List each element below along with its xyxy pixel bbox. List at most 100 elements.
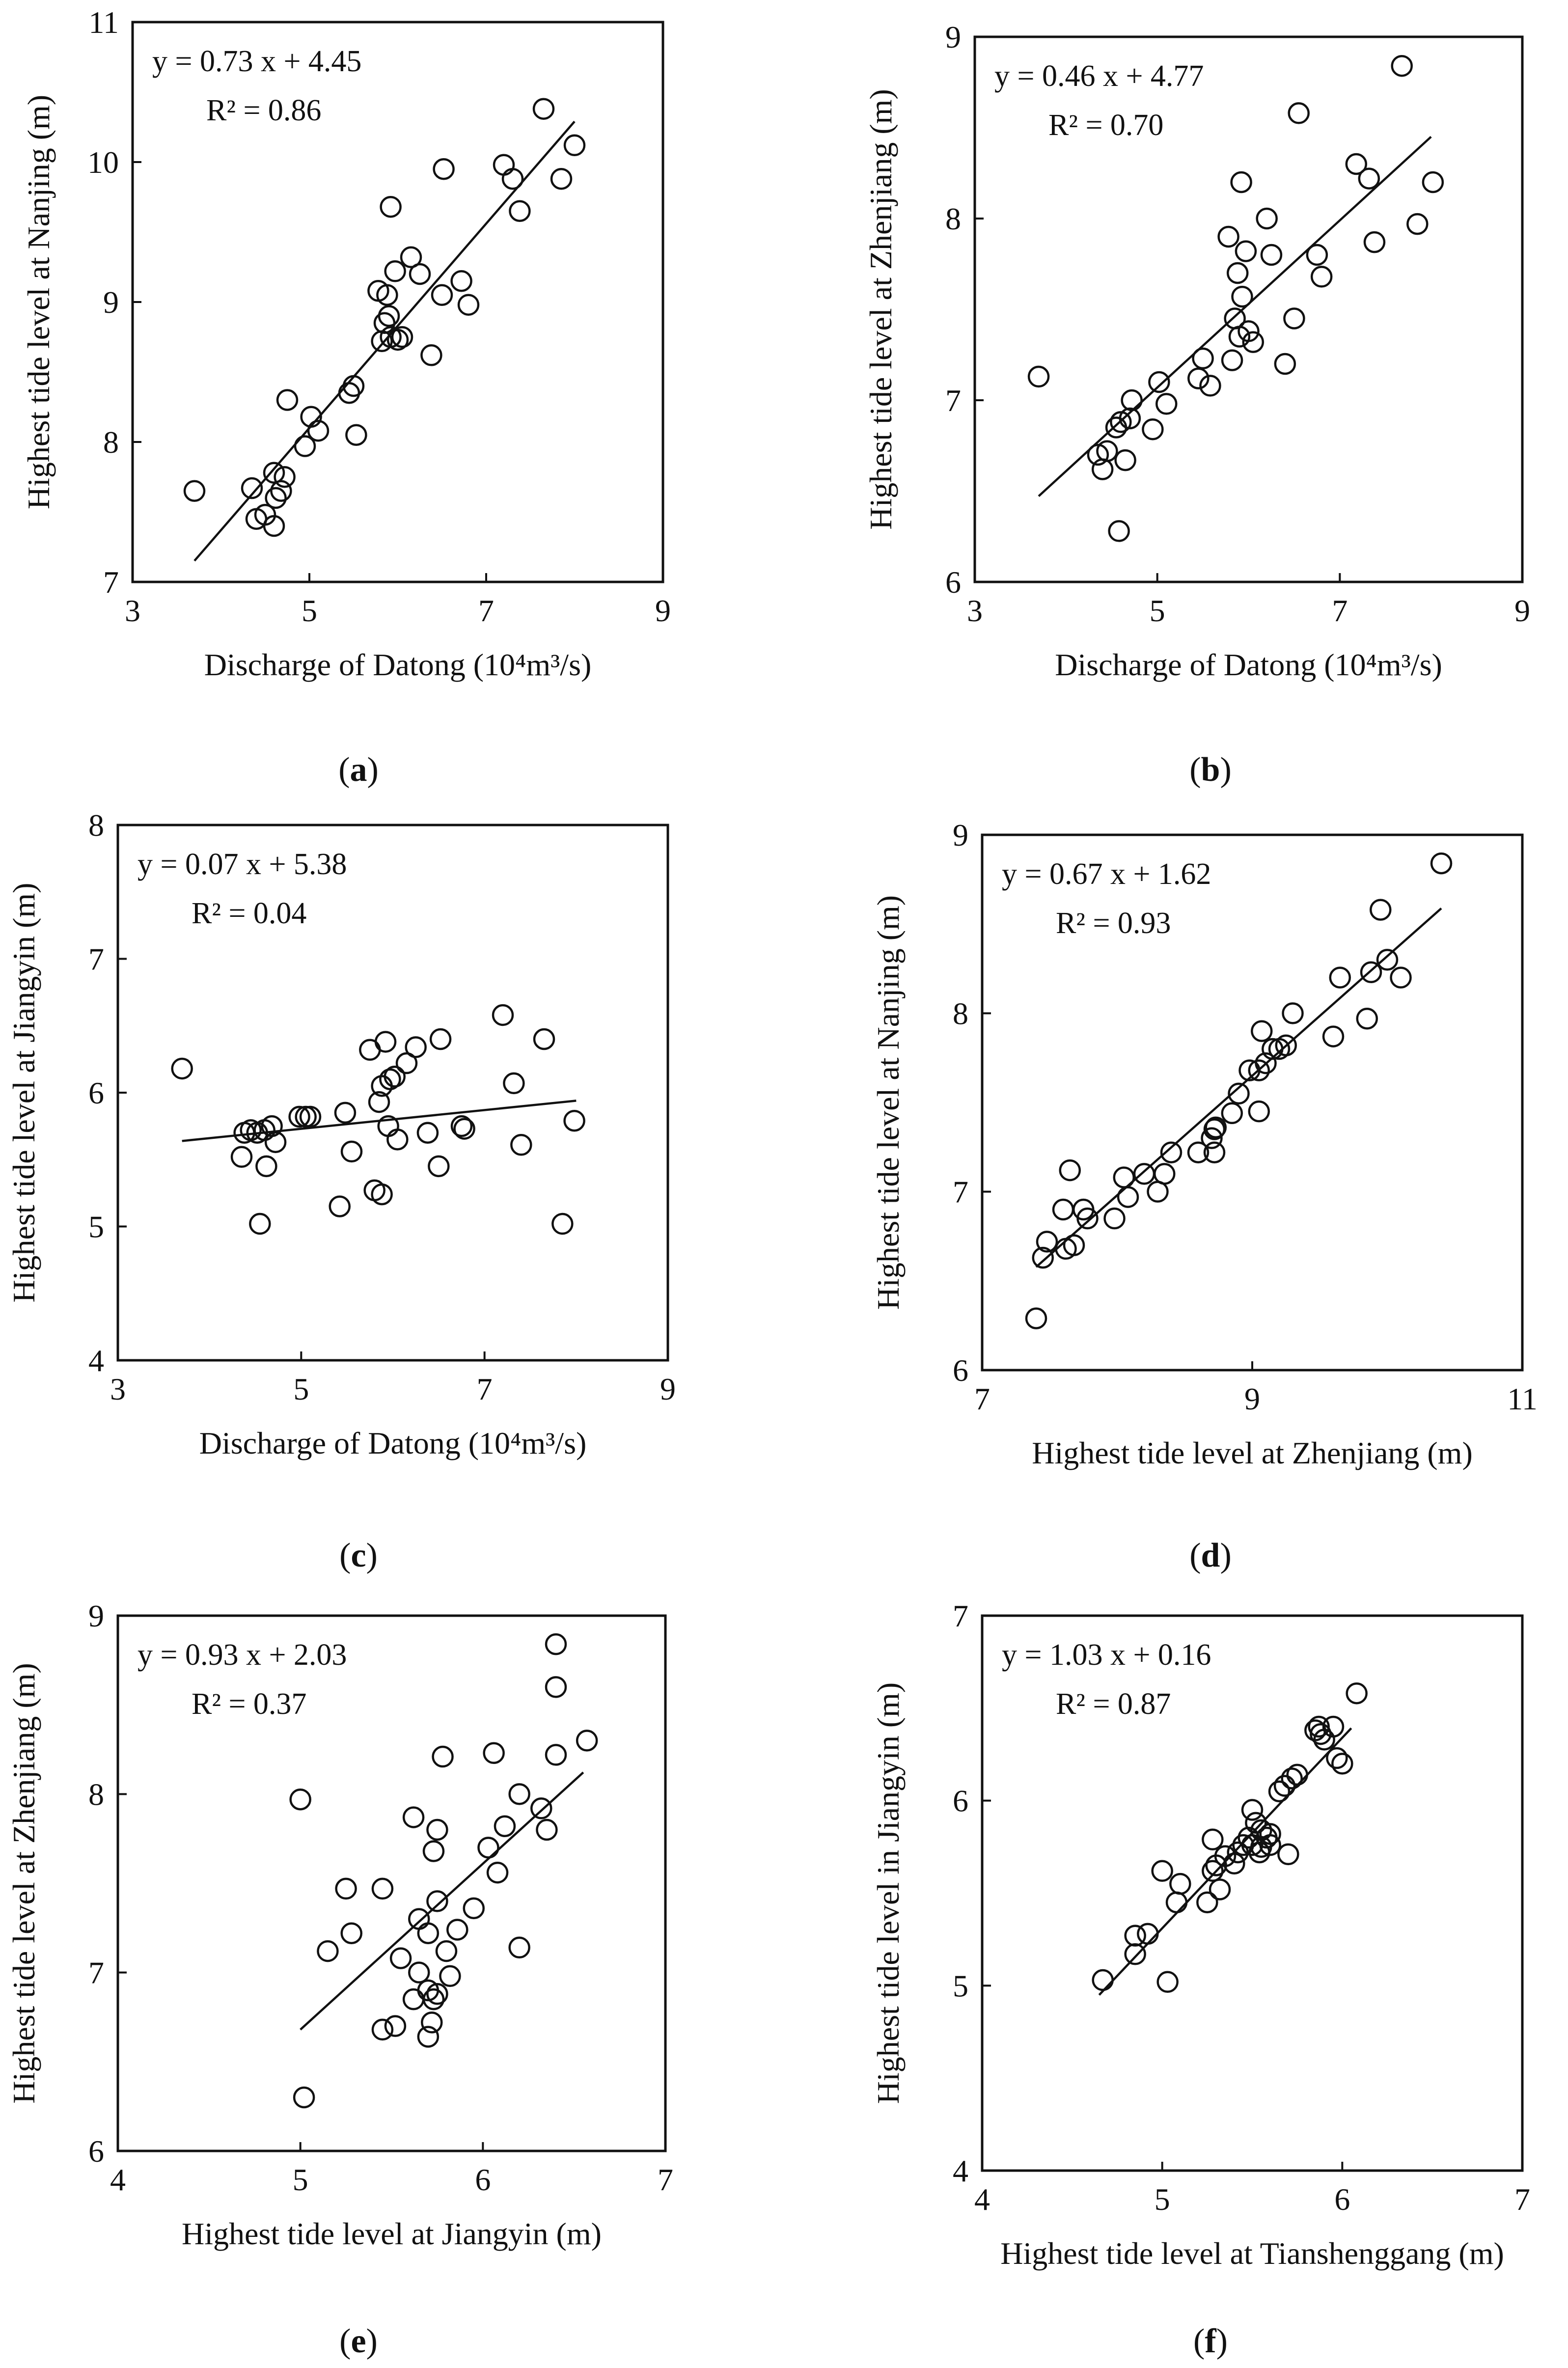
data-point: [1199, 375, 1221, 397]
x-tick-label: 5: [1155, 2182, 1170, 2217]
data-point: [1322, 1025, 1345, 1047]
data-point: [1238, 320, 1260, 342]
data-point: [395, 1052, 418, 1074]
x-tick-label: 7: [1514, 2182, 1530, 2217]
data-point: [422, 1988, 445, 2010]
data-point: [550, 167, 573, 190]
data-point: [345, 424, 367, 446]
y-tick-label: 4: [953, 2153, 968, 2188]
panel-label-letter: a: [350, 751, 367, 789]
data-point: [1052, 1198, 1074, 1221]
panel-label-open-paren: (: [339, 1537, 351, 1574]
data-point: [1259, 1834, 1281, 1856]
panel-label-open-paren: (: [1189, 1537, 1201, 1574]
data-point: [384, 260, 406, 282]
data-point: [408, 1908, 430, 1930]
data-point: [1217, 225, 1239, 248]
data-point: [1242, 331, 1265, 353]
x-tick-label: 9: [660, 1372, 676, 1406]
x-tick-label: 6: [1334, 2182, 1350, 2217]
panel-label-open-paren: (: [339, 2322, 351, 2360]
data-point: [274, 466, 296, 488]
data-point: [391, 326, 413, 348]
data-point: [276, 389, 299, 411]
data-point: [457, 294, 480, 316]
data-point: [1076, 1207, 1099, 1230]
data-point: [1275, 1034, 1297, 1056]
y-tick-label: 5: [953, 1968, 968, 2003]
data-point: [1124, 1943, 1146, 1965]
data-point: [417, 2026, 440, 2048]
x-tick-label: 6: [475, 2162, 491, 2197]
panel-label-close-paren: ): [367, 751, 379, 789]
x-tick-label: 5: [293, 2162, 308, 2197]
data-point: [293, 2086, 315, 2109]
r-squared: R² = 0.86: [206, 94, 321, 127]
data-point: [1260, 244, 1283, 266]
data-point: [1346, 1682, 1368, 1705]
data-point: [1322, 1715, 1345, 1738]
data-point: [1105, 416, 1128, 439]
data-point: [450, 1115, 473, 1137]
y-tick-label: 10: [87, 145, 119, 180]
y-tick-label: 7: [953, 1175, 968, 1210]
data-point: [1110, 411, 1132, 433]
y-tick-label: 6: [88, 1075, 104, 1110]
data-point: [1228, 1082, 1250, 1105]
y-tick-label: 11: [88, 5, 119, 40]
data-point: [230, 1146, 253, 1168]
data-point: [378, 305, 400, 327]
regression-equation: y = 0.73 x + 4.45: [152, 45, 361, 78]
data-point: [241, 477, 263, 499]
data-point: [428, 1155, 450, 1178]
data-point: [263, 515, 285, 537]
data-point: [338, 382, 360, 404]
data-point: [270, 480, 292, 502]
data-point: [1059, 1159, 1081, 1182]
y-tick-label: 8: [88, 1777, 104, 1812]
data-point: [432, 1745, 454, 1768]
data-point: [1169, 1872, 1191, 1895]
y-tick-label: 7: [953, 1598, 968, 1633]
r-squared: R² = 0.93: [1056, 907, 1171, 940]
x-tick-label: 9: [1244, 1381, 1260, 1416]
data-point: [1209, 1878, 1231, 1900]
data-point: [433, 158, 455, 180]
data-point: [503, 1072, 525, 1095]
data-point: [563, 134, 586, 157]
data-point: [379, 1068, 401, 1090]
data-point: [380, 195, 402, 218]
data-point: [402, 1806, 425, 1828]
data-point: [1147, 1181, 1169, 1203]
data-point: [1248, 1100, 1270, 1123]
y-axis-title: Highest tide level at Zhenjiang (m): [863, 89, 898, 530]
data-point: [255, 1155, 277, 1178]
data-point: [1422, 171, 1444, 193]
data-point: [340, 1140, 363, 1163]
data-point: [289, 1788, 311, 1811]
data-point: [417, 1922, 440, 1944]
data-point: [1221, 349, 1243, 371]
data-point: [400, 246, 422, 269]
plot-frame: [973, 35, 1524, 583]
data-point: [1192, 347, 1214, 370]
data-point: [1259, 1823, 1281, 1845]
y-tick-label: 9: [945, 20, 961, 55]
panel-label-close-paren: ): [1220, 751, 1231, 789]
data-point: [1248, 1059, 1270, 1081]
data-point: [1027, 365, 1050, 388]
data-point: [1306, 244, 1328, 266]
x-tick-label: 11: [1507, 1381, 1538, 1416]
data-point: [530, 1797, 552, 1819]
data-point: [450, 270, 472, 292]
data-point: [426, 1983, 448, 2005]
data-point: [300, 406, 322, 428]
data-point: [1113, 1166, 1135, 1188]
data-point: [453, 1118, 475, 1140]
panel-label-letter: c: [351, 1537, 366, 1574]
data-point: [494, 1815, 516, 1837]
y-tick-label: 8: [103, 425, 119, 460]
x-axis-title: Discharge of Datong (10⁴m³/s): [204, 647, 592, 682]
data-point: [1363, 231, 1386, 253]
